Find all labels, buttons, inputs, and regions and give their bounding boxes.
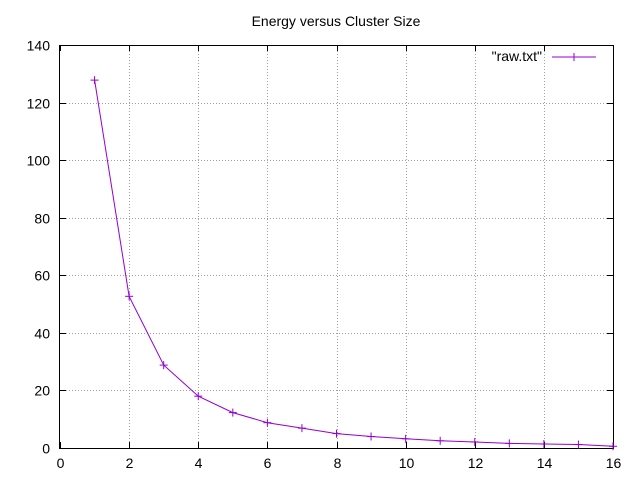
data-point-marker [159, 361, 168, 370]
x-tick-label: 2 [126, 455, 134, 471]
data-point-marker [125, 292, 134, 301]
legend-marker [570, 53, 578, 61]
legend-label: "raw.txt" [492, 48, 542, 64]
x-tick-label: 10 [399, 455, 415, 471]
x-tick-label: 14 [537, 455, 553, 471]
y-tick-label: 100 [27, 153, 51, 169]
x-tick-label: 6 [264, 455, 272, 471]
data-point-marker [539, 439, 548, 448]
series-raw-txt [90, 76, 617, 451]
data-point-marker [401, 434, 410, 443]
data-point-marker [263, 418, 272, 427]
grid [60, 45, 613, 448]
data-point-marker [194, 392, 203, 401]
data-point-marker [436, 436, 445, 445]
chart-title: Energy versus Cluster Size [252, 13, 421, 29]
y-tick-label: 20 [34, 383, 50, 399]
data-point-marker [297, 424, 306, 433]
y-tick-label: 120 [27, 96, 51, 112]
data-point-marker [332, 429, 341, 438]
y-tick-label: 80 [34, 211, 50, 227]
x-tick-label: 12 [468, 455, 484, 471]
plot-frame [59, 45, 614, 449]
data-point-marker [367, 432, 376, 441]
x-tick-label: 16 [606, 455, 622, 471]
data-point-marker [505, 439, 514, 448]
x-tick-label: 8 [334, 455, 342, 471]
data-point-marker [609, 442, 617, 451]
y-tick-label: 60 [34, 268, 50, 284]
legend: "raw.txt" [492, 48, 596, 64]
x-tick-label: 4 [195, 455, 203, 471]
data-point-marker [90, 76, 99, 85]
data-point-marker [574, 440, 583, 449]
data-point-marker [228, 408, 237, 417]
data-point-marker [470, 437, 479, 446]
axis-ticks: 0 2 4 6 8 10 12 14 16 0 20 40 60 80 100 120 140 [27, 38, 622, 472]
y-tick-label: 140 [27, 38, 51, 54]
series-line [94, 80, 614, 447]
y-tick-label: 0 [42, 441, 50, 457]
y-tick-label: 40 [34, 326, 50, 342]
x-tick-label: 0 [57, 455, 65, 471]
